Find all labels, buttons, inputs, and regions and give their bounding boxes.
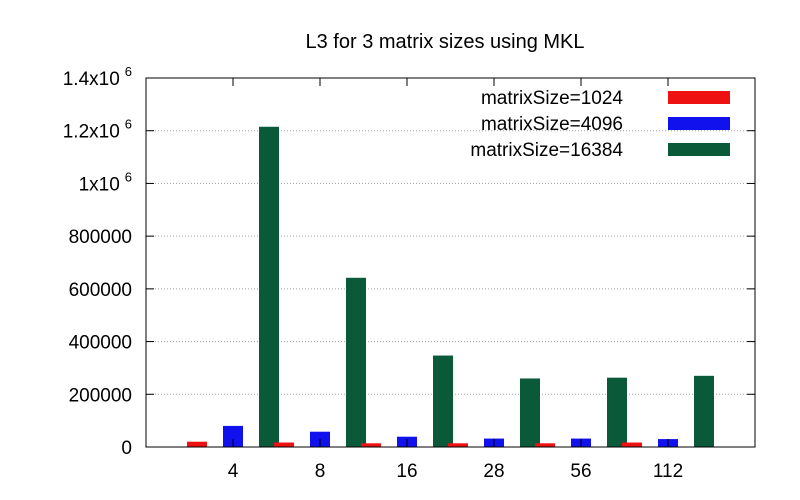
bar xyxy=(694,375,714,447)
x-tick-label: 56 xyxy=(570,461,591,482)
bar xyxy=(535,443,555,447)
bar xyxy=(361,443,381,447)
y-tick-label: 1x10 6 xyxy=(79,169,132,195)
legend-label: matrixSize=1024 xyxy=(481,88,623,109)
y-tick-label: 1.4x10 6 xyxy=(63,64,132,90)
legend-label: matrixSize=16384 xyxy=(470,140,623,161)
legend-swatch xyxy=(668,117,730,130)
bar xyxy=(259,126,279,447)
y-tick-label: 800000 xyxy=(69,227,132,248)
bar xyxy=(622,442,642,447)
x-tick-label: 8 xyxy=(315,461,326,482)
bar xyxy=(274,442,294,447)
y-tick-label: 200000 xyxy=(69,385,132,406)
y-tick-label: 600000 xyxy=(69,280,132,301)
legend-label: matrixSize=4096 xyxy=(481,114,623,135)
x-tick-label: 16 xyxy=(396,461,417,482)
bar xyxy=(448,443,468,447)
bar xyxy=(520,378,540,447)
y-tick-label: 400000 xyxy=(69,333,132,354)
bar xyxy=(223,425,243,447)
plot-frame xyxy=(145,77,756,448)
y-tick-label: 1.2x10 6 xyxy=(63,117,132,143)
legend-swatch xyxy=(668,91,730,104)
bar xyxy=(433,355,453,447)
chart-title: L3 for 3 matrix sizes using MKL xyxy=(306,31,585,53)
y-tick-label: 0 xyxy=(121,438,132,459)
bar xyxy=(607,377,627,447)
legend: matrixSize=1024 matrixSize=4096 matrixSize… xyxy=(470,88,730,161)
legend-swatch xyxy=(668,143,730,156)
bar xyxy=(346,277,366,447)
x-tick-label: 28 xyxy=(483,461,504,482)
axis-ticks: 0 200000 400000 600000 800000 1x10 6 1.2x10 6 1.4… xyxy=(63,64,755,482)
x-tick-label: 4 xyxy=(228,461,239,482)
grid xyxy=(146,130,755,395)
x-tick-label: 112 xyxy=(653,461,683,482)
bar xyxy=(187,441,207,447)
bars xyxy=(187,126,714,447)
